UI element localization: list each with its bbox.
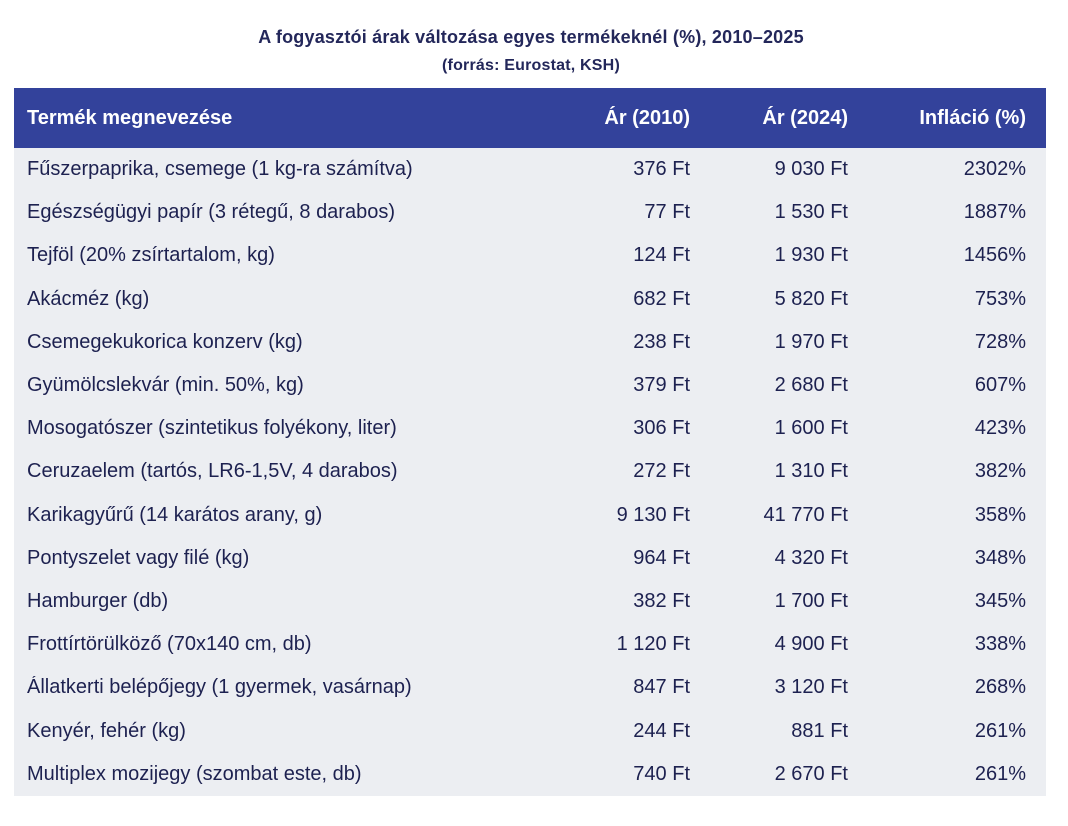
inflation-cell: 358% [974,503,1026,526]
price-2010-cell: 124 Ft [633,244,690,267]
product-cell: Mosogatószer (szintetikus folyékony, lit… [27,417,397,440]
price-2010-cell: 9 130 Ft [616,503,690,526]
product-cell: Akácméz (kg) [27,287,150,310]
price-2024-cell: 4 320 Ft [774,546,848,569]
price-2024-cell: 1 310 Ft [774,460,848,483]
product-cell: Csemegekukorica konzerv (kg) [27,330,303,353]
table-row: Akácméz (kg) 682 Ft 5 820 Ft 753% [14,278,1046,321]
price-2024-cell: 41 770 Ft [763,503,848,526]
table-row: Mosogatószer (szintetikus folyékony, lit… [14,407,1046,450]
price-2024-cell: 1 930 Ft [774,244,848,267]
inflation-cell: 1456% [963,244,1026,267]
inflation-cell: 382% [974,460,1026,483]
table-header-row: Termék megnevezése Ár (2010) Ár (2024) I… [14,88,1046,148]
inflation-cell: 607% [974,374,1026,397]
product-cell: Hamburger (db) [27,589,169,612]
inflation-cell: 753% [974,287,1026,310]
table-body: Fűszerpaprika, csemege (1 kg-ra számítva… [14,148,1046,796]
inflation-cell: 348% [974,546,1026,569]
price-2024-cell: 881 Ft [791,719,848,742]
page-title: A fogyasztói árak változása egyes termék… [258,27,804,47]
inflation-cell: 268% [974,676,1026,699]
header-price-2010: Ár (2010) [604,106,690,129]
price-2010-cell: 238 Ft [633,330,690,353]
product-cell: Pontyszelet vagy filé (kg) [27,546,250,569]
price-2010-cell: 376 Ft [633,158,690,181]
table-row: Karikagyűrű (14 karátos arany, g) 9 130 … [14,494,1046,537]
table-row: Multiplex mozijegy (szombat este, db) 74… [14,753,1046,796]
price-2010-cell: 306 Ft [633,417,690,440]
table-row: Hamburger (db) 382 Ft 1 700 Ft 345% [14,580,1046,623]
product-cell: Tejföl (20% zsírtartalom, kg) [27,244,275,267]
price-2010-cell: 382 Ft [633,589,690,612]
price-2010-cell: 272 Ft [633,460,690,483]
inflation-cell: 345% [974,589,1026,612]
price-2010-cell: 379 Ft [633,374,690,397]
inflation-cell: 423% [974,417,1026,440]
product-cell: Egészségügyi papír (3 rétegű, 8 darabos) [27,201,395,224]
inflation-cell: 1887% [963,201,1026,224]
table-row: Gyümölcslekvár (min. 50%, kg) 379 Ft 2 6… [14,364,1046,407]
price-2010-cell: 1 120 Ft [616,633,690,656]
price-2024-cell: 5 820 Ft [774,287,848,310]
product-cell: Gyümölcslekvár (min. 50%, kg) [27,374,304,397]
price-2024-cell: 9 030 Ft [774,158,848,181]
table-row: Egészségügyi papír (3 rétegű, 8 darabos)… [14,191,1046,234]
table-row: Csemegekukorica konzerv (kg) 238 Ft 1 97… [14,321,1046,364]
product-cell: Ceruzaelem (tartós, LR6-1,5V, 4 darabos) [27,460,398,483]
table-row: Kenyér, fehér (kg) 244 Ft 881 Ft 261% [14,709,1046,752]
header-inflation-pct: Infláció (%) [919,106,1026,129]
price-2024-cell: 2 680 Ft [774,374,848,397]
price-2010-cell: 77 Ft [644,201,690,224]
table-row: Pontyszelet vagy filé (kg) 964 Ft 4 320 … [14,537,1046,580]
product-cell: Multiplex mozijegy (szombat este, db) [27,762,362,785]
price-2010-cell: 740 Ft [633,762,690,785]
product-cell: Karikagyűrű (14 karátos arany, g) [27,503,323,526]
price-2024-cell: 3 120 Ft [774,676,848,699]
table-row: Frottírtörülköző (70x140 cm, db) 1 120 F… [14,623,1046,666]
inflation-cell: 2302% [963,158,1026,181]
price-change-table: Termék megnevezése Ár (2010) Ár (2024) I… [14,88,1046,796]
header-product: Termék megnevezése [27,106,233,129]
product-cell: Fűszerpaprika, csemege (1 kg-ra számítva… [27,158,413,181]
price-2024-cell: 4 900 Ft [774,633,848,656]
price-2024-cell: 2 670 Ft [774,762,848,785]
page-subtitle: (forrás: Eurostat, KSH) [442,57,620,74]
price-2024-cell: 1 600 Ft [774,417,848,440]
price-2024-cell: 1 970 Ft [774,330,848,353]
price-2010-cell: 847 Ft [633,676,690,699]
table-row: Tejföl (20% zsírtartalom, kg) 124 Ft 1 9… [14,234,1046,277]
price-2010-cell: 964 Ft [633,546,690,569]
inflation-cell: 261% [974,719,1026,742]
product-cell: Kenyér, fehér (kg) [27,719,186,742]
table-row: Ceruzaelem (tartós, LR6-1,5V, 4 darabos)… [14,450,1046,493]
header-price-2024: Ár (2024) [762,106,848,129]
product-cell: Frottírtörülköző (70x140 cm, db) [27,633,312,656]
inflation-cell: 261% [974,762,1026,785]
product-cell: Állatkerti belépőjegy (1 gyermek, vasárn… [27,676,412,699]
price-2024-cell: 1 530 Ft [774,201,848,224]
table-row: Állatkerti belépőjegy (1 gyermek, vasárn… [14,666,1046,709]
price-2024-cell: 1 700 Ft [774,589,848,612]
inflation-cell: 728% [974,330,1026,353]
price-2010-cell: 244 Ft [633,719,690,742]
inflation-cell: 338% [974,633,1026,656]
price-2010-cell: 682 Ft [633,287,690,310]
table-row: Fűszerpaprika, csemege (1 kg-ra számítva… [14,148,1046,191]
